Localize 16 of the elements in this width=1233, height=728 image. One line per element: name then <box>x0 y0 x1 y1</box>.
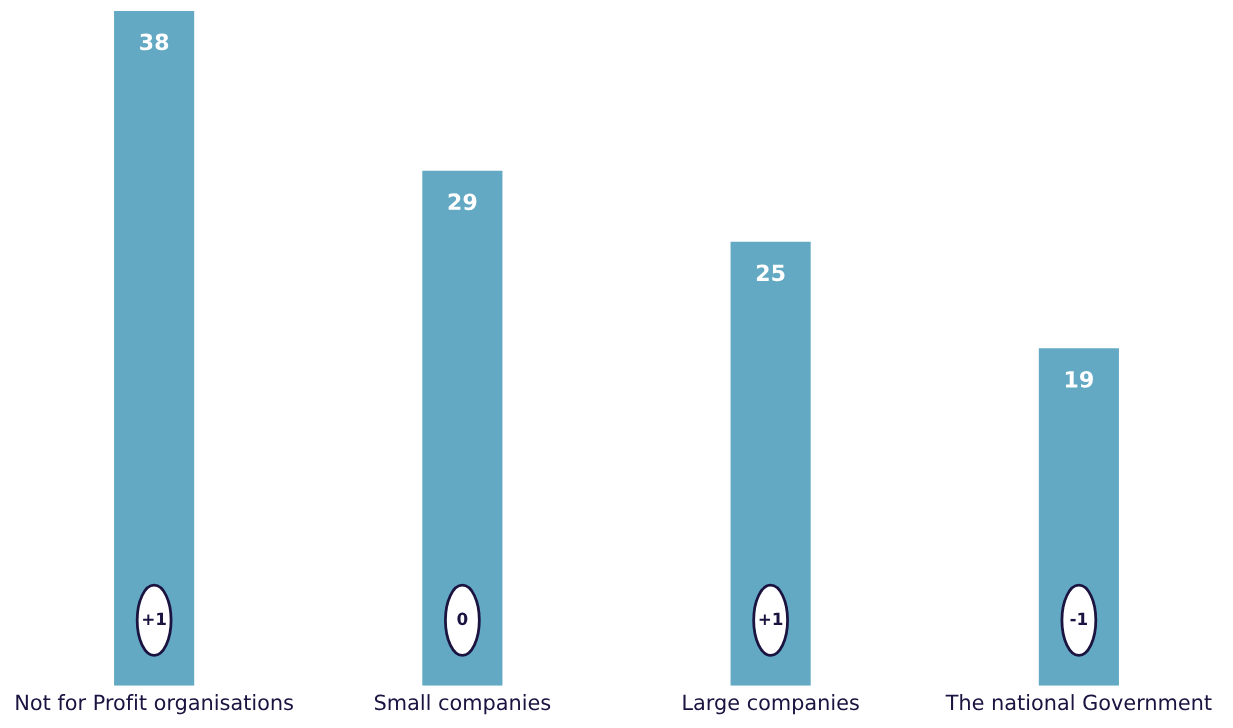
annotation: +1 <box>759 612 783 625</box>
x-tick-label: Large companies <box>683 694 859 715</box>
annotation: +1 <box>143 612 166 625</box>
bar <box>730 241 811 686</box>
x-tick-label: Small companies <box>374 694 551 715</box>
data-label: 25 <box>756 264 785 282</box>
annotation: 0 <box>457 612 468 626</box>
bar <box>422 170 503 686</box>
bar <box>114 10 195 686</box>
annotation: -1 <box>1070 612 1087 625</box>
x-tick-label: Not for Profit organisations <box>16 694 293 715</box>
data-label: 29 <box>448 193 477 211</box>
bar <box>1038 348 1119 686</box>
data-label: 38 <box>140 33 169 51</box>
x-tick-label: The national Government <box>945 694 1212 711</box>
data-label: 19 <box>1065 370 1093 388</box>
